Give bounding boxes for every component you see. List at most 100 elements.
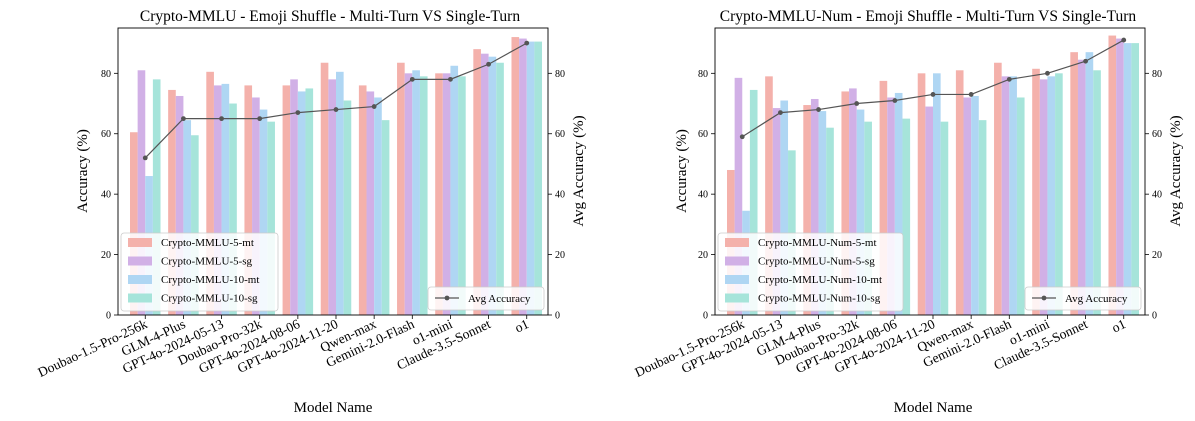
y-tick-label: 0 [703, 311, 708, 322]
avg-accuracy-point [181, 116, 186, 122]
chart-panel-1: Crypto-MMLU - Emoji Shuffle - Multi-Turn… [35, 8, 587, 416]
legend-swatch-mt5 [128, 238, 152, 247]
bar-sg5 [328, 79, 336, 315]
y2-tick-label: 40 [555, 190, 565, 201]
avg-accuracy-point [930, 92, 936, 97]
avg-accuracy-point [409, 76, 415, 82]
bar-mt5 [320, 62, 329, 315]
bar-mt10 [297, 91, 306, 315]
legend-box [427, 286, 545, 311]
bar-sg5 [442, 73, 451, 315]
y-tick-label: 40 [698, 190, 708, 201]
legend-label: Avg Accuracy [468, 293, 531, 305]
legend-marker [444, 295, 450, 301]
avg-accuracy-point [257, 116, 263, 122]
bar-sg10 [419, 76, 428, 315]
series-legend: Crypto-MMLU-5-mt Crypto-MMLU-5-sg Crypto-M… [120, 232, 279, 312]
y2-tick-label: 80 [1152, 69, 1162, 80]
avg-accuracy-point [142, 155, 148, 161]
y-tick-label: 80 [101, 69, 111, 80]
bar-mt10 [412, 70, 420, 315]
bar-sg5 [1077, 59, 1086, 315]
bar-mt5 [765, 76, 773, 315]
chart-panel-2: Crypto-MMLU-Num - Emoji Shuffle - Multi-… [632, 8, 1184, 416]
chart-title: Crypto-MMLU - Emoji Shuffle - Multi-Turn… [140, 8, 520, 25]
bar-mt5 [206, 71, 214, 315]
bar-mt10 [971, 95, 979, 315]
bar-mt5 [994, 62, 1002, 315]
bar-mt10 [1009, 76, 1017, 315]
bar-sg5 [404, 73, 413, 315]
avg-accuracy-point [816, 107, 821, 112]
bar-sg5 [366, 91, 375, 315]
bar-sg5 [772, 108, 781, 315]
legend-box [1024, 286, 1142, 311]
bar-sg10 [267, 121, 275, 316]
bar-sg5 [734, 77, 743, 315]
bar-sg5 [1116, 38, 1124, 315]
bar-mt5 [244, 85, 253, 316]
y2-tick-label: 0 [1152, 311, 1157, 322]
bar-sg5 [480, 53, 489, 316]
y2-axis-label: Avg Accuracy (%) [1168, 115, 1184, 226]
bar-mt5 [130, 132, 138, 315]
avg-accuracy-point [333, 107, 339, 112]
bar-sg10 [1093, 70, 1101, 315]
y2-tick-label: 20 [1152, 250, 1162, 261]
legend-swatch-sg10 [128, 293, 152, 303]
bar-mt5 [511, 37, 520, 316]
y2-tick-label: 60 [1152, 129, 1162, 140]
avg-accuracy-point [1121, 37, 1127, 43]
bar-sg10 [749, 89, 758, 316]
bar-mt5 [841, 91, 850, 315]
avg-accuracy-point [778, 110, 783, 115]
x-category-label: o1 [1109, 316, 1128, 335]
bar-mt5 [282, 85, 291, 316]
legend-swatch-sg5 [128, 256, 152, 266]
legend-swatch-mt10 [725, 275, 749, 284]
bar-sg10 [826, 127, 834, 315]
legend-label: Crypto-MMLU-Num-10-sg [758, 293, 881, 305]
y2-tick-label: 60 [555, 129, 565, 140]
bar-sg5 [810, 98, 819, 316]
legend-swatch-mt5 [725, 238, 749, 247]
legend-box [120, 232, 279, 312]
avg-legend: Avg Accuracy [427, 286, 545, 311]
bar-sg10 [864, 121, 872, 316]
avg-accuracy-point [219, 116, 224, 122]
x-axis-label: Model Name [894, 400, 973, 416]
bar-sg10 [305, 88, 314, 315]
y2-tick-label: 40 [1152, 190, 1162, 201]
bar-sg5 [963, 97, 972, 315]
bar-mt10 [780, 100, 789, 315]
avg-accuracy-point [448, 76, 453, 82]
avg-accuracy-point [1083, 58, 1088, 64]
bar-mt5 [879, 80, 888, 316]
y-tick-label: 0 [106, 311, 111, 322]
y-tick-label: 40 [101, 190, 111, 201]
bar-sg5 [887, 97, 895, 315]
legend-box [717, 232, 904, 312]
avg-accuracy-point [739, 134, 745, 140]
bar-sg10 [381, 120, 390, 315]
chart-title: Crypto-MMLU-Num - Emoji Shuffle - Multi-… [720, 8, 1137, 25]
y-axis-label: Accuracy (%) [674, 129, 690, 213]
y2-tick-label: 80 [555, 69, 565, 80]
bar-sg10 [229, 103, 237, 315]
y2-tick-label: 20 [555, 250, 565, 261]
bar-mt5 [917, 73, 926, 315]
bar-mt10 [1085, 52, 1094, 316]
bar-mt10 [259, 109, 268, 315]
legend-swatch-mt10 [128, 275, 152, 284]
y2-axis-label: Avg Accuracy (%) [571, 115, 587, 226]
bar-sg5 [137, 70, 146, 315]
bar-mt5 [168, 89, 176, 316]
legend-label: Crypto-MMLU-Num-10-mt [758, 274, 882, 286]
bar-sg10 [458, 76, 466, 315]
avg-accuracy-point [524, 40, 530, 46]
bar-sg10 [191, 135, 199, 315]
y-axis-label: Accuracy (%) [75, 129, 91, 213]
avg-accuracy-point [486, 61, 491, 67]
bar-mt5 [1108, 35, 1117, 316]
bar-sg10 [534, 41, 542, 316]
